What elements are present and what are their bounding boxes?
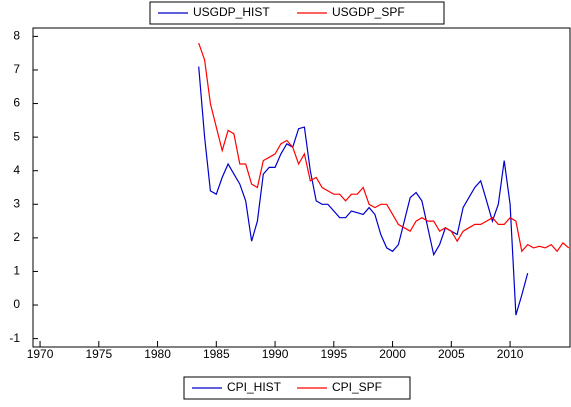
x-tick-label: 1985 <box>203 347 230 361</box>
y-tick-label: 2 <box>13 230 20 244</box>
legend-label: CPI_HIST <box>227 380 282 394</box>
y-tick-label: 5 <box>13 129 20 143</box>
x-tick-label: 1980 <box>144 347 171 361</box>
y-tick-label: 7 <box>13 62 20 76</box>
y-tick-label: 6 <box>13 96 20 110</box>
x-tick-label: 1990 <box>262 347 289 361</box>
x-tick-label: 1995 <box>320 347 347 361</box>
y-tick-label: 8 <box>13 29 20 43</box>
x-tick-label: 1975 <box>85 347 112 361</box>
x-tick-label: 1970 <box>27 347 54 361</box>
y-tick-label: 4 <box>13 163 20 177</box>
line <box>198 42 570 253</box>
legend-label: CPI_SPF <box>332 380 382 394</box>
line <box>198 66 529 316</box>
plot-frame <box>32 27 571 348</box>
legend-label: USGDP_HIST <box>193 5 270 19</box>
x-tick-label: 2000 <box>379 347 406 361</box>
legend-label: USGDP_SPF <box>332 5 405 19</box>
x-tick-label: 2010 <box>497 347 524 361</box>
y-tick-label: 1 <box>13 264 20 278</box>
y-tick-label: -1 <box>9 331 20 345</box>
y-tick-label: 0 <box>13 297 20 311</box>
y-tick-label: 3 <box>13 196 20 210</box>
x-tick-label: 2005 <box>438 347 465 361</box>
